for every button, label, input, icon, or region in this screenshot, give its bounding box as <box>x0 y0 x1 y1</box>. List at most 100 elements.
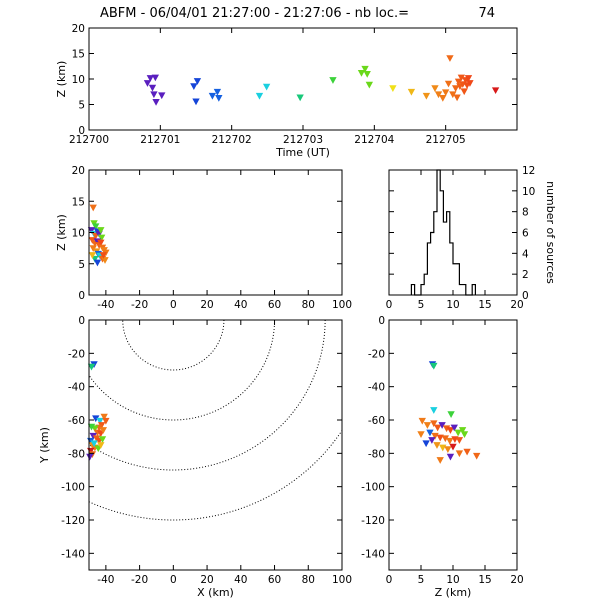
x-axis-title: Z (km) <box>435 586 472 599</box>
data-point <box>446 55 454 62</box>
source-count: 74 <box>478 6 495 21</box>
x-axis-title: Time (UT) <box>275 146 330 159</box>
y-tick-label: -120 <box>61 515 85 527</box>
y-tick-label: 5 <box>78 100 85 112</box>
x-tick-label: 40 <box>234 299 247 311</box>
data-point <box>363 71 371 78</box>
x-tick-label: 212700 <box>69 134 109 146</box>
data-point <box>152 99 160 106</box>
x-tick-label: 60 <box>268 574 281 586</box>
data-point <box>460 88 468 96</box>
data-point <box>90 440 98 448</box>
data-point <box>296 94 304 102</box>
x-tick-label: 212704 <box>354 134 394 146</box>
histogram-bar <box>459 285 462 295</box>
plot-frame <box>88 169 343 296</box>
data-point <box>430 362 438 370</box>
y-tick-label: 6 <box>522 228 529 240</box>
data-point <box>446 453 455 461</box>
histogram-bar <box>440 191 443 295</box>
data-point <box>434 91 443 99</box>
x-tick-label: 100 <box>332 574 352 586</box>
data-point <box>433 442 441 449</box>
histogram-bar <box>434 212 437 295</box>
x-tick-label: -20 <box>131 299 148 311</box>
y-tick-label: -140 <box>61 548 85 560</box>
data-point <box>455 437 464 444</box>
data-point <box>389 85 397 93</box>
y-axis-title: Y (km) <box>38 427 51 464</box>
data-point <box>439 444 447 452</box>
data-point <box>458 427 467 434</box>
data-point <box>431 432 439 440</box>
data-point <box>417 431 425 439</box>
x-tick-label: 20 <box>510 574 523 586</box>
x-tick-label: 0 <box>170 574 177 586</box>
y-tick-label: -40 <box>368 382 385 394</box>
histogram-bar <box>411 285 414 295</box>
data-point <box>97 239 105 247</box>
x-tick-label: -40 <box>97 299 114 311</box>
y-tick-label: 8 <box>522 207 529 219</box>
y-tick-label: -100 <box>61 482 85 494</box>
data-point <box>430 407 438 414</box>
data-point <box>455 450 464 458</box>
range-rings <box>89 320 342 521</box>
data-point <box>99 252 108 259</box>
y-axis-title: Z (km) <box>55 61 68 98</box>
x-tick-label: 100 <box>332 299 352 311</box>
data-point <box>422 92 431 100</box>
x-tick-label: 212705 <box>426 134 466 146</box>
x-tick-label: 5 <box>418 574 425 586</box>
data-point <box>446 427 455 434</box>
data-point <box>491 87 500 95</box>
y-tick-label: 0 <box>78 125 85 137</box>
x-tick-label: 212701 <box>140 134 180 146</box>
data-point <box>447 411 455 419</box>
data-point <box>92 223 100 231</box>
data-point <box>466 80 474 87</box>
data-point <box>365 81 374 89</box>
data-point <box>86 453 94 461</box>
y-tick-label: -40 <box>68 382 85 394</box>
data-point <box>150 91 158 99</box>
data-point <box>418 417 426 425</box>
data-point <box>89 204 97 212</box>
data-point <box>464 75 473 82</box>
data-point <box>93 259 102 267</box>
y-tick-label: 15 <box>72 49 85 61</box>
plot-frame <box>88 27 518 131</box>
y-tick-label: 0 <box>78 315 85 327</box>
y-tick-label: -60 <box>68 415 85 427</box>
x-tick-label: 10 <box>446 574 459 586</box>
data-point <box>96 417 104 425</box>
x-tick-label: 20 <box>200 299 213 311</box>
data-point <box>453 94 461 102</box>
data-point <box>451 85 460 93</box>
histogram-bar <box>424 274 427 295</box>
data-point <box>97 234 106 242</box>
data-point <box>192 98 200 106</box>
data-point <box>473 452 481 460</box>
y-tick-label: 0 <box>78 290 85 302</box>
x-tick-label: -40 <box>97 574 114 586</box>
x-tick-label: 0 <box>386 299 393 311</box>
range-ring <box>89 429 342 521</box>
panel-z_y: 0 5 10 15 20 -140 -120 -100 -80 -60 -40 -20 0 Z (km) <box>361 315 524 599</box>
data-point <box>361 65 369 73</box>
data-point <box>190 83 198 90</box>
data-point <box>423 422 432 429</box>
histogram-bar <box>472 285 475 295</box>
histogram-bar <box>431 233 434 296</box>
data-point <box>94 445 102 453</box>
x-tick-label: 15 <box>478 299 491 311</box>
data-point <box>97 430 105 438</box>
data-point <box>407 88 416 96</box>
data-point <box>91 425 99 433</box>
data-point <box>329 77 337 84</box>
y-axis-title: Z (km) <box>55 214 68 251</box>
data-point <box>101 257 109 264</box>
data-point <box>102 417 110 425</box>
panel-time_z: 212700 212701 212702 212703 212704 212705 0 5 10… <box>55 23 518 159</box>
data-point <box>255 92 264 100</box>
